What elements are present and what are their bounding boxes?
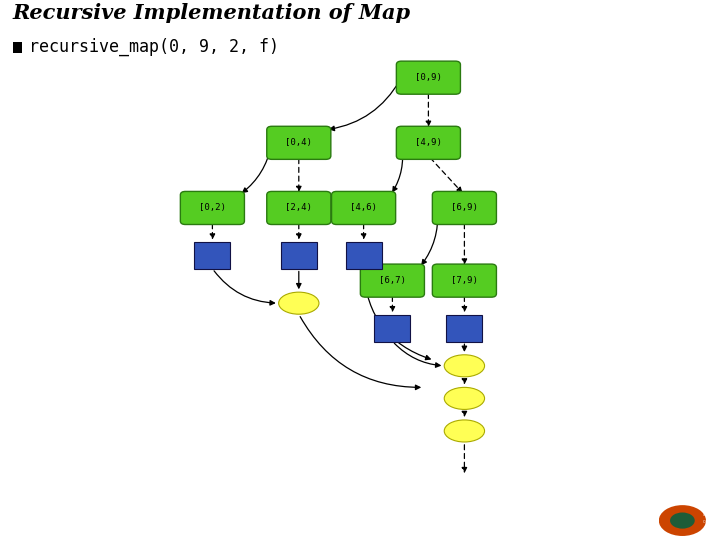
FancyBboxPatch shape xyxy=(194,242,230,269)
Text: [4,9): [4,9) xyxy=(415,138,442,147)
FancyBboxPatch shape xyxy=(396,126,461,159)
Ellipse shape xyxy=(444,355,485,377)
Text: recursive_map(0, 9, 2, f): recursive_map(0, 9, 2, f) xyxy=(29,38,279,56)
Text: [6,7): [6,7) xyxy=(379,276,406,285)
Ellipse shape xyxy=(444,387,485,409)
FancyBboxPatch shape xyxy=(266,126,331,159)
FancyBboxPatch shape xyxy=(396,61,461,94)
FancyBboxPatch shape xyxy=(432,191,497,225)
FancyBboxPatch shape xyxy=(361,264,425,297)
Text: UNIVERSITY: UNIVERSITY xyxy=(703,513,720,517)
Circle shape xyxy=(659,505,706,536)
Bar xyxy=(13,42,22,52)
Text: [0,9): [0,9) xyxy=(415,73,442,82)
Text: [6,9): [6,9) xyxy=(451,204,478,212)
Text: OF OREGON: OF OREGON xyxy=(703,521,720,524)
Ellipse shape xyxy=(279,292,319,314)
FancyBboxPatch shape xyxy=(346,242,382,269)
FancyBboxPatch shape xyxy=(446,315,482,342)
FancyBboxPatch shape xyxy=(181,191,245,225)
Text: [7,9): [7,9) xyxy=(451,276,478,285)
FancyBboxPatch shape xyxy=(374,315,410,342)
FancyBboxPatch shape xyxy=(281,242,317,269)
Ellipse shape xyxy=(444,420,485,442)
Text: Recursive Implementation of Map: Recursive Implementation of Map xyxy=(13,3,411,23)
Text: [0,4): [0,4) xyxy=(285,138,312,147)
FancyBboxPatch shape xyxy=(432,264,497,297)
Text: [2,4): [2,4) xyxy=(285,204,312,212)
Text: Lecture 9 – Fork-Join Pattern: Lecture 9 – Fork-Join Pattern xyxy=(296,516,424,525)
Circle shape xyxy=(670,512,695,529)
Text: Introduction to Parallel Computing, University of Oregon, IPCC: Introduction to Parallel Computing, Univ… xyxy=(9,516,289,525)
Text: [0,2): [0,2) xyxy=(199,204,226,212)
Text: [4,6): [4,6) xyxy=(350,204,377,212)
FancyBboxPatch shape xyxy=(331,191,396,225)
Text: 64: 64 xyxy=(623,516,637,525)
FancyBboxPatch shape xyxy=(266,191,331,225)
